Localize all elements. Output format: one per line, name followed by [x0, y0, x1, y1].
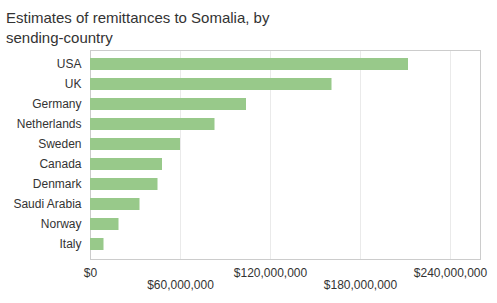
svg-text:$60,000,000: $60,000,000	[147, 278, 214, 292]
html-text:Estimates of remittances to So: Estimates of remittances to Somalia, by …	[6, 9, 270, 46]
svg-text:Italy: Italy	[59, 237, 81, 251]
svg-text:Netherlands: Netherlands	[17, 117, 82, 131]
svg-text:$120,000,000: $120,000,000	[234, 266, 308, 280]
svg-text:Norway: Norway	[41, 217, 82, 231]
svg-text:$240,000,000: $240,000,000	[414, 266, 488, 280]
svg-text:Germany: Germany	[32, 97, 81, 111]
svg-text:Denmark: Denmark	[33, 177, 83, 191]
svg-text:Saudi Arabia: Saudi Arabia	[13, 197, 81, 211]
svg-text:Canada: Canada	[39, 157, 81, 171]
svg-text:$0: $0	[84, 266, 98, 280]
svg-text:Sweden: Sweden	[38, 137, 81, 151]
svg-text:$180,000,000: $180,000,000	[324, 278, 398, 292]
svg-text:UK: UK	[65, 77, 82, 91]
svg-text:USA: USA	[57, 57, 82, 71]
